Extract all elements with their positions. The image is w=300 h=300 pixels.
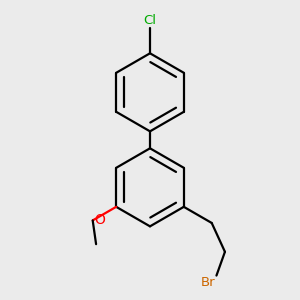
Text: Cl: Cl [143,14,157,27]
Text: O: O [94,213,105,227]
Text: Br: Br [200,276,215,289]
